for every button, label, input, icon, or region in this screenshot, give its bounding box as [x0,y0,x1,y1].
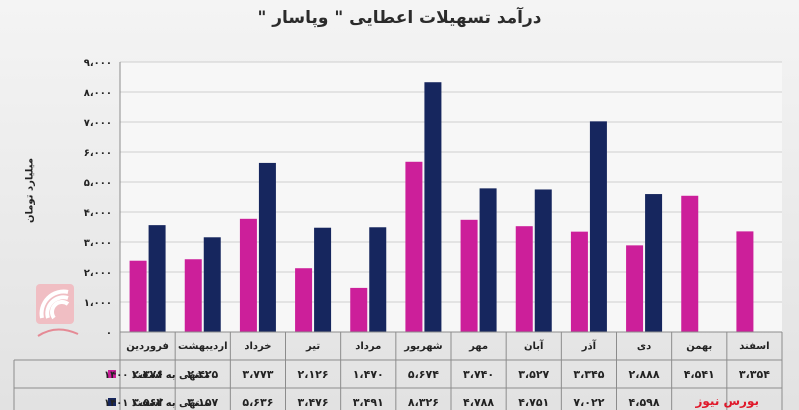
bar-2-1 [148,225,166,332]
data-label: ۲،۱۲۶ [298,368,329,381]
bar-1-12 [736,231,754,332]
y-tick-label: ۸،۰۰۰ [84,88,112,99]
legend-swatch-2 [108,398,116,406]
legend-label-1: منتهی به اسفند ۱۴۰۰ [104,370,210,381]
y-tick-label: ۴،۰۰۰ [84,208,112,219]
x-tick-label: مهر [468,341,488,352]
x-tick-label: آبان [524,339,544,352]
bar-2-10 [645,194,663,332]
data-label: ۴،۷۵۱ [518,396,549,409]
legend-swatch-1 [108,370,116,378]
bar-2-4 [314,227,332,332]
data-label: ۲،۴۲۵ [187,368,218,381]
bar-2-5 [369,227,387,332]
bar-1-9 [570,231,588,332]
data-label: ۳،۱۵۷ [187,396,218,409]
x-tick-label: خرداد [244,341,271,352]
x-tick-label: فروردین [126,341,169,352]
data-label: ۳،۵۲۷ [518,368,549,381]
data-label: ۳،۳۵۴ [739,368,770,381]
x-tick-label: مرداد [355,341,381,352]
data-label: ۲،۸۸۸ [629,368,660,381]
x-tick-label: اردیبهشت [178,341,228,352]
y-tick-label: ۷،۰۰۰ [84,118,112,129]
data-label: ۳،۷۴۰ [463,368,494,381]
bar-1-11 [681,195,699,332]
data-label: ۴،۷۸۸ [463,396,494,409]
chart-title: درآمد تسهیلات اعطایی " وپاسار " [257,8,542,28]
x-tick-label: دی [637,341,651,352]
y-tick-label: ۲،۰۰۰ [84,268,112,279]
x-tick-label: شهریور [403,341,443,352]
data-label: ۸،۳۲۶ [408,396,439,409]
x-tick-label: آذر [581,339,597,352]
data-label: ۳،۵۶۲ [132,396,163,409]
x-tick-label: بهمن [686,341,712,352]
y-tick-label: ۹،۰۰۰ [84,58,112,69]
bar-1-1 [129,260,147,332]
data-label: ۴،۵۴۱ [684,368,715,381]
legend-label-2: منتهی به اسفند ۱۴۰۱ [104,398,210,409]
bar-1-2 [184,259,202,332]
source-label: بورس نیوز [695,394,759,408]
bar-1-8 [515,226,533,332]
y-tick-label: ۵،۰۰۰ [84,178,112,189]
data-label: ۳،۳۴۵ [573,368,604,381]
y-tick-label: ۳،۰۰۰ [84,238,112,249]
y-tick-label: ۱،۰۰۰ [84,298,112,309]
bar-1-7 [460,219,478,332]
data-label: ۳،۴۹۱ [353,396,384,409]
data-label: ۷،۰۲۲ [573,396,604,409]
data-label: ۱،۴۷۰ [353,368,384,381]
bar-1-10 [626,245,644,332]
bar-1-4 [295,268,313,332]
y-tick-label: ۰ [106,328,112,339]
data-label: ۴،۵۹۸ [629,396,660,409]
plot-area [120,62,782,332]
y-tick-label: ۶،۰۰۰ [84,148,112,159]
data-label: ۳،۴۷۶ [298,396,329,409]
x-tick-label: تیر [305,341,320,352]
news-logo-watermark [36,284,79,337]
bar-2-6 [424,82,442,332]
data-label: ۵،۶۳۶ [242,396,273,409]
bar-2-8 [534,189,552,332]
bar-2-7 [479,188,497,332]
data-label: ۲،۳۷۶ [132,368,163,381]
bar-2-3 [258,162,276,332]
bar-1-3 [239,218,257,332]
data-label: ۵،۶۷۴ [408,368,439,381]
x-tick-label: اسفند [739,341,769,352]
bar-2-2 [203,237,221,332]
bar-1-6 [405,161,423,332]
bar-1-5 [350,287,368,332]
data-label: ۳،۷۷۳ [242,368,273,381]
bar-2-9 [589,121,607,332]
